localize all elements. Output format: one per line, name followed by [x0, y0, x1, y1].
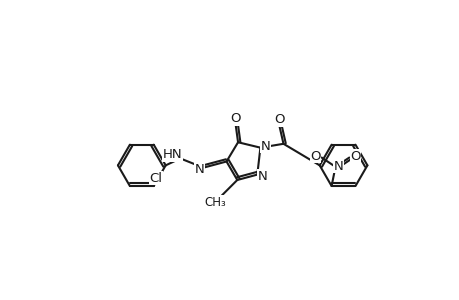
Text: N: N	[260, 140, 270, 153]
Text: O: O	[349, 149, 360, 163]
Text: N: N	[194, 163, 204, 176]
Text: HN: HN	[162, 148, 182, 161]
Text: O: O	[309, 149, 320, 163]
Text: CH₃: CH₃	[204, 196, 226, 209]
Text: O: O	[230, 112, 241, 125]
Text: N: N	[333, 160, 343, 172]
Text: O: O	[274, 113, 284, 126]
Text: N: N	[257, 169, 267, 183]
Text: Cl: Cl	[149, 172, 162, 185]
